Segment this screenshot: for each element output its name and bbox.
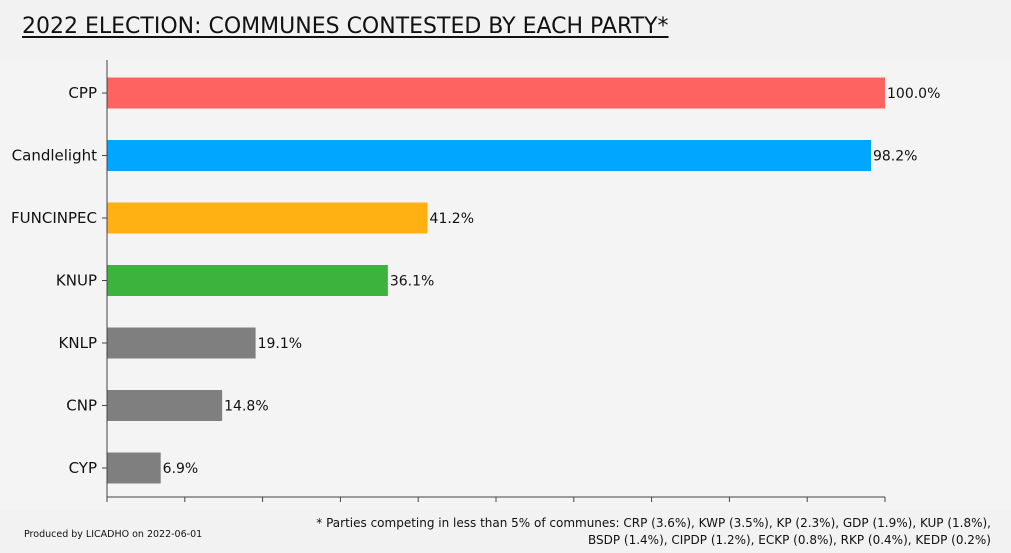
value-label-knlp: 19.1% (258, 336, 302, 352)
category-label-knup: KNUP (56, 272, 97, 290)
bar-candlelight (107, 140, 871, 171)
category-label-cpp: CPP (68, 84, 97, 102)
category-label-cyp: CYP (69, 459, 97, 477)
value-label-knup: 36.1% (390, 274, 434, 290)
category-label-funcinpec: FUNCINPEC (11, 209, 97, 227)
value-label-funcinpec: 41.2% (430, 211, 474, 227)
category-label-cnp: CNP (66, 397, 97, 415)
bar-cnp (107, 390, 223, 421)
value-label-cpp: 100.0% (887, 86, 940, 102)
bar-knlp (107, 327, 256, 359)
bar-knup (107, 265, 388, 296)
bar-cpp (107, 77, 885, 109)
credit-text: Produced by LICADHO on 2022-06-01 (24, 529, 203, 540)
bar-cyp (107, 452, 161, 484)
value-label-cyp: 6.9% (163, 461, 199, 477)
bar-funcinpec (107, 202, 428, 234)
bar-chart: CPP 100.0% Candlelight 98.2% FUNCINPEC 41.2% K… (11, 60, 940, 502)
value-label-candlelight: 98.2% (873, 149, 917, 165)
category-label-knlp: KNLP (59, 334, 97, 352)
value-label-cnp: 14.8% (224, 399, 268, 415)
category-label-candlelight: Candlelight (12, 147, 97, 165)
chart-area: CPP 100.0% Candlelight 98.2% FUNCINPEC 41.2% K… (0, 60, 1011, 510)
chart-title: 2022 ELECTION: COMMUNES CONTESTED BY EAC… (22, 14, 669, 39)
footnote-text: * Parties competing in less than 5% of c… (316, 516, 991, 547)
